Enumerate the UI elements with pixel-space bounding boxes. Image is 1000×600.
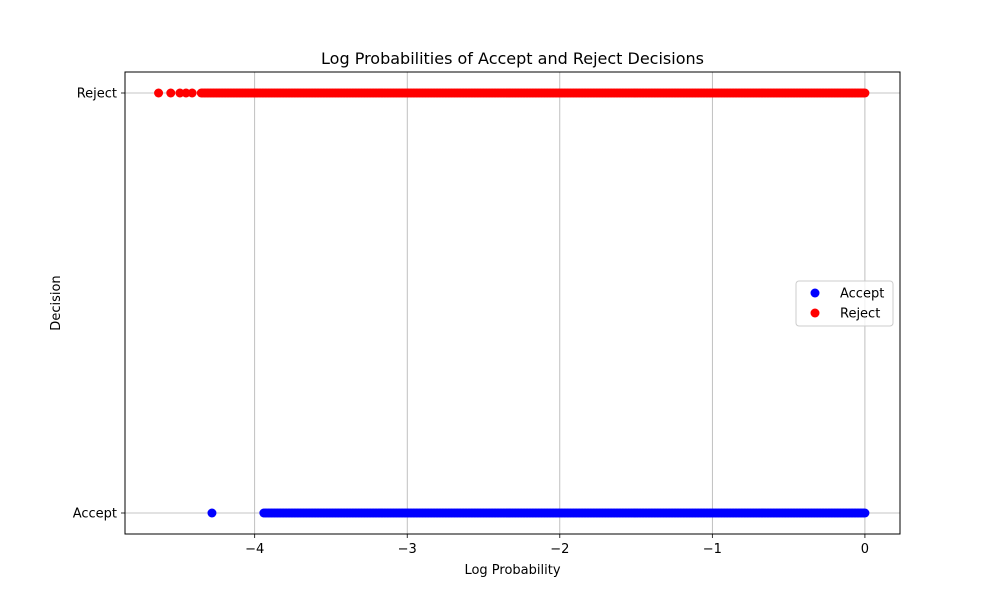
y-axis-label: Decision <box>49 275 64 330</box>
data-point-reject <box>187 88 197 98</box>
legend-marker-reject <box>810 308 820 318</box>
data-points <box>154 88 870 518</box>
x-axis-ticks: −4 −3 −2 −1 0 <box>245 534 869 557</box>
legend: Accept Reject <box>795 280 894 327</box>
x-tick-label: −3 <box>398 542 417 557</box>
data-point-reject <box>154 88 164 98</box>
grid-lines <box>125 72 900 534</box>
legend-label-accept: Accept <box>840 287 884 302</box>
chart-title: Log Probabilities of Accept and Reject D… <box>321 49 704 68</box>
legend-marker-accept <box>810 288 820 298</box>
y-tick-label: Accept <box>73 507 117 522</box>
y-axis-ticks: Accept Reject <box>73 87 125 522</box>
x-tick-label: −4 <box>245 542 264 557</box>
y-tick-label: Reject <box>77 87 117 102</box>
x-tick-label: 0 <box>861 542 869 557</box>
legend-label-reject: Reject <box>840 307 880 322</box>
plot-frame <box>124 71 901 535</box>
data-point-reject <box>166 88 176 98</box>
legend-box <box>795 280 894 327</box>
x-tick-label: −1 <box>703 542 722 557</box>
data-point-accept <box>860 508 870 518</box>
data-point-reject <box>860 88 870 98</box>
x-axis-label: Log Probability <box>464 563 560 578</box>
x-tick-label: −2 <box>550 542 569 557</box>
data-point-accept <box>207 508 217 518</box>
